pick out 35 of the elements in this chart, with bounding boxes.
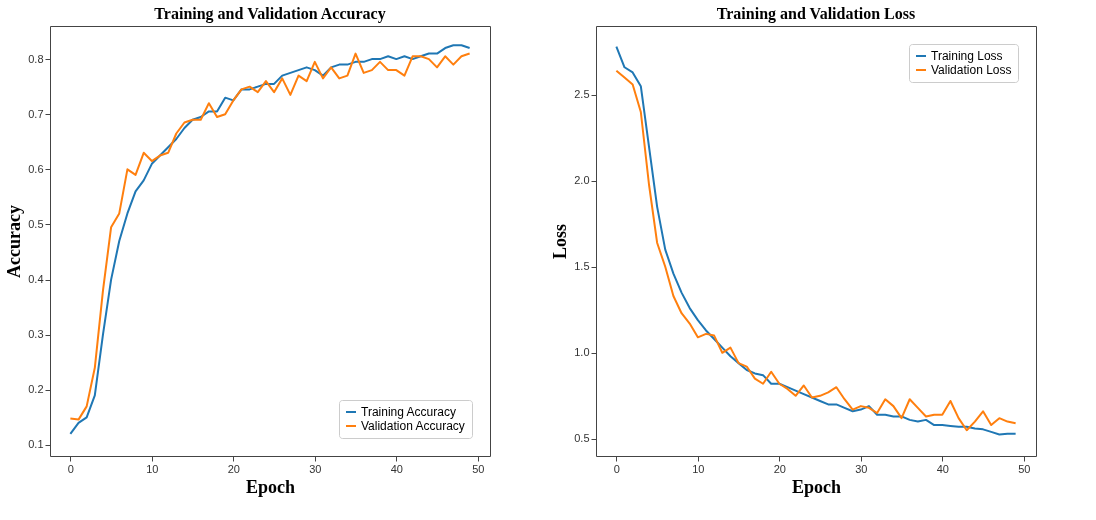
y-tick-label: 2.0 [574, 174, 590, 187]
x-tick-label: 30 [855, 462, 868, 475]
legend-label: Training Accuracy [361, 405, 456, 419]
x-tick-label: 10 [692, 462, 705, 475]
y-axis-title: Accuracy [4, 205, 25, 278]
y-axis-title: Loss [550, 223, 571, 260]
legend-label: Validation Loss [931, 63, 1012, 77]
x-tick-label: 10 [146, 462, 159, 475]
x-tick-label: 50 [472, 462, 485, 475]
x-tick-label: 40 [390, 462, 403, 475]
x-tick-label: 30 [309, 462, 322, 475]
y-tick-label: 0.2 [28, 383, 44, 396]
y-tick-label: 1.5 [574, 260, 590, 273]
x-axis-title: Epoch [245, 476, 296, 497]
x-axis-title: Epoch [791, 476, 842, 497]
y-tick-label: 1.0 [574, 346, 590, 359]
legend-label: Training Loss [931, 49, 1003, 63]
x-tick-label: 50 [1018, 462, 1031, 475]
x-tick-label: 40 [936, 462, 949, 475]
x-tick-label: 0 [613, 462, 620, 475]
y-tick-label: 0.7 [28, 107, 44, 120]
y-tick-label: 0.3 [28, 328, 44, 341]
y-tick-label: 0.8 [28, 52, 44, 65]
y-tick-label: 0.5 [574, 432, 590, 445]
y-tick-label: 0.5 [28, 217, 44, 230]
x-tick-label: 0 [67, 462, 74, 475]
y-tick-label: 2.5 [574, 88, 590, 101]
x-tick-label: 20 [773, 462, 786, 475]
legend-label: Validation Accuracy [361, 419, 465, 433]
chart-title: Training and Validation Loss [716, 5, 916, 23]
y-tick-label: 0.1 [28, 438, 44, 451]
x-tick-label: 20 [227, 462, 240, 475]
y-tick-label: 0.6 [28, 162, 44, 175]
chart-title: Training and Validation Accuracy [154, 5, 386, 23]
y-tick-label: 0.4 [28, 273, 44, 286]
